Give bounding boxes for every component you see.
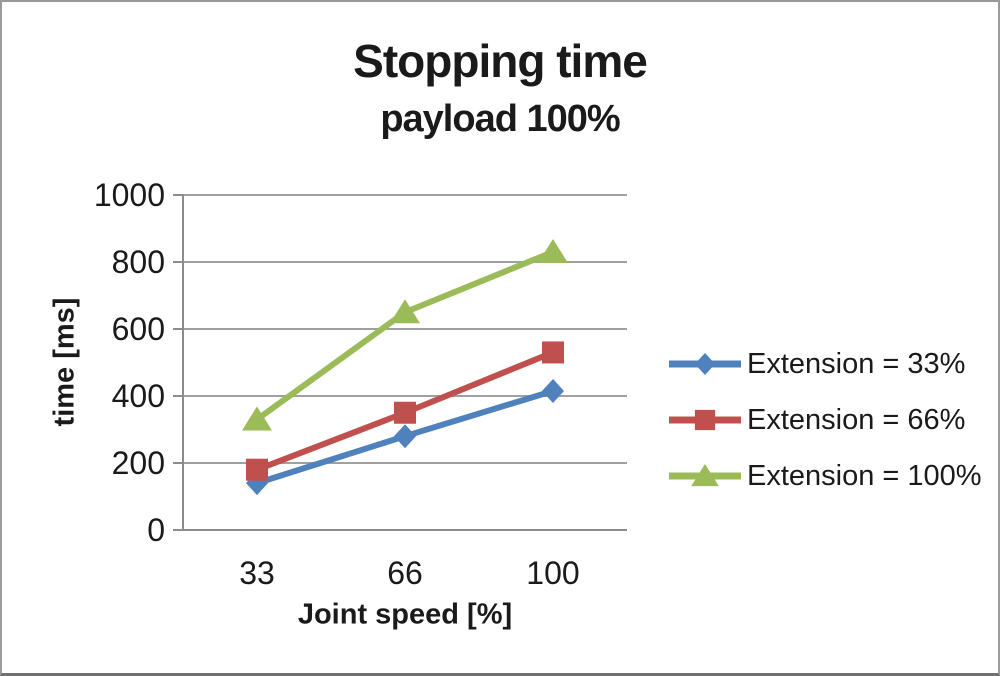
data-point-triangle	[242, 406, 272, 431]
legend-label: Extension = 100%	[747, 459, 982, 492]
data-point-triangle	[538, 238, 568, 263]
data-point-square	[246, 458, 268, 481]
legend-marker-triangle	[691, 464, 719, 487]
data-point-diamond	[542, 378, 564, 403]
x-tick-label: 33	[239, 555, 275, 591]
data-point-triangle	[390, 299, 420, 324]
series-line-2	[255, 249, 555, 422]
legend-swatch-square	[669, 409, 741, 431]
x-tick-label: 66	[387, 555, 423, 591]
y-axis-title: time [ms]	[48, 297, 81, 427]
legend-label: Extension = 66%	[747, 403, 966, 436]
data-point-square	[394, 401, 416, 424]
chart-title: Stopping time	[353, 35, 648, 87]
y-tick-label: 400	[111, 378, 165, 414]
x-tick-label: 100	[526, 555, 580, 591]
legend-swatch-triangle	[669, 464, 741, 487]
legend-label: Extension = 33%	[747, 347, 966, 380]
data-point-diamond	[394, 424, 416, 449]
legend-item: Extension = 100%	[666, 458, 982, 494]
legend-marker-square	[694, 409, 716, 431]
legend-swatch-diamond	[669, 352, 741, 376]
y-tick-label: 200	[111, 445, 165, 481]
x-axis-title: Joint speed [%]	[297, 598, 513, 631]
chart-subtitle: payload 100%	[380, 98, 620, 140]
legend-item: Extension = 33%	[666, 346, 965, 382]
y-tick-label: 600	[111, 311, 165, 347]
legend-marker-diamond	[694, 352, 716, 376]
data-point-square	[542, 341, 564, 364]
legend-item: Extension = 66%	[666, 402, 965, 438]
y-tick-label: 1000	[93, 177, 165, 213]
y-tick-label: 0	[147, 512, 165, 548]
y-tick-label: 800	[111, 244, 165, 280]
